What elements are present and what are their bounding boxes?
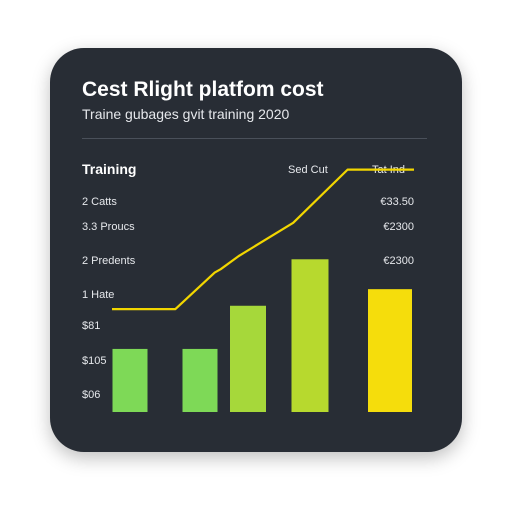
trend-line	[112, 168, 414, 311]
row-label: $81	[82, 320, 101, 332]
header-divider	[82, 138, 427, 139]
value-label: €2300	[383, 221, 414, 233]
row-label: $06	[82, 389, 101, 401]
value-label: €2300	[383, 255, 414, 267]
chart-plot	[112, 168, 414, 412]
row-label: 3.3 Proucs	[82, 221, 135, 233]
bar-5	[368, 289, 412, 412]
row-label: $105	[82, 355, 107, 367]
row-label: 2 Predents	[82, 255, 136, 267]
chart-card: Cest Rlight platfom cost Traine gubages …	[50, 48, 462, 452]
bar-3	[230, 305, 266, 412]
bar-4	[291, 259, 329, 412]
row-label: 1 Hate	[82, 289, 115, 301]
row-label: 2 Catts	[82, 196, 117, 208]
legend-entry-1: Sed Cut	[288, 164, 328, 176]
bar-2	[182, 348, 218, 412]
section-label: Training	[82, 161, 137, 177]
bar-1	[112, 348, 148, 412]
chart-title: Cest Rlight platfom cost	[82, 78, 324, 101]
value-label: €33.50	[380, 196, 414, 208]
chart-subtitle: Traine gubages gvit training 2020	[82, 106, 290, 122]
